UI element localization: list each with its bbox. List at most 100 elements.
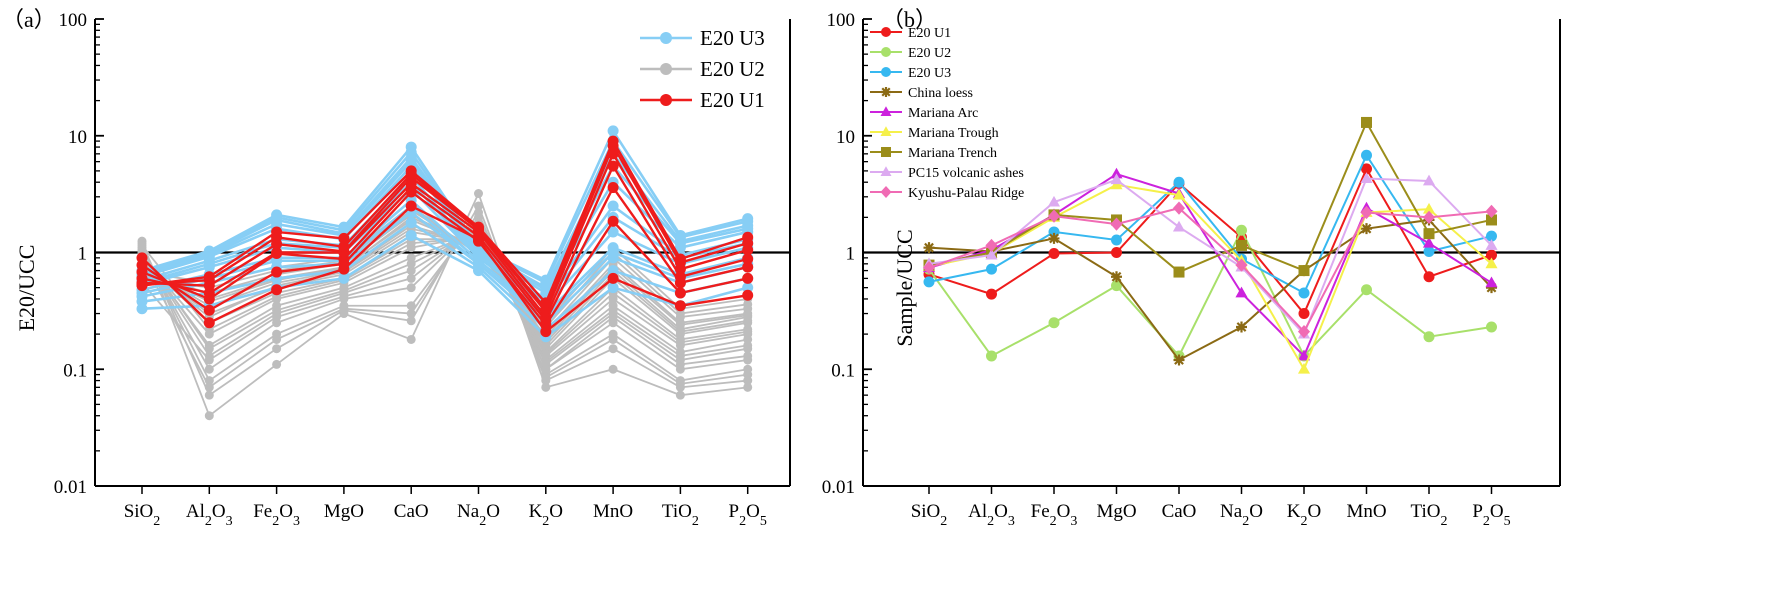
panel-b-legend-swatch-marker	[881, 47, 891, 57]
panel-b-data-point	[1486, 321, 1497, 333]
panel-b-data-point	[923, 242, 935, 254]
panel-b-data-point	[1361, 284, 1372, 296]
panel-a-data-point	[204, 390, 214, 400]
panel-a-label: （a）	[2, 7, 56, 32]
panel-b-data-point	[1048, 232, 1060, 244]
panel-b-legend-label: PC15 volcanic ashes	[908, 166, 1024, 181]
panel-a-data-point	[541, 382, 551, 392]
panel-a-data-point	[608, 364, 618, 374]
panel-a-data-point	[608, 344, 618, 354]
panel-b-series-line	[928, 183, 1493, 372]
panel-b-data-point	[1298, 308, 1310, 320]
panel-a-data-point	[474, 208, 483, 218]
panel-a-data-point	[608, 305, 618, 315]
panel-a-data-point	[339, 286, 349, 296]
panel-a-data-point	[204, 344, 214, 354]
panel-a-data-point	[607, 125, 619, 137]
panel-b-data-point	[1173, 354, 1185, 366]
panel-b-data-point	[1485, 239, 1498, 250]
panel-b-ylabel: Sample/UCC	[892, 229, 917, 346]
panel-a-data-point	[405, 229, 417, 241]
panel-b-x-tick-label: Fe2O3	[1031, 501, 1078, 529]
panel-a-data-point	[271, 266, 283, 278]
panel-a-x-tick-label: TiO2	[662, 501, 699, 529]
panel-a-data-point	[406, 334, 416, 344]
panel-a-series-line	[141, 227, 748, 366]
panel-a-data-point	[473, 221, 484, 233]
panel-a-data-point	[743, 351, 753, 361]
panel-a-data-point	[338, 224, 350, 236]
panel-a-x-tick-label: Na2O	[457, 501, 500, 529]
panel-a-data-point	[674, 253, 686, 265]
panel-a-data-point	[338, 272, 350, 284]
panel-a-series-line	[141, 221, 748, 371]
panel-a-series-line	[141, 210, 748, 389]
panel-b-legend: E20 U1 E20 U2 E20 U3 China loess Mariana Arc…	[870, 26, 1024, 201]
panel-a-data-point	[203, 247, 215, 258]
panel-a-data-point	[204, 411, 214, 421]
panel-b-data-point	[1110, 173, 1123, 185]
panel-a-legend-swatch-marker	[660, 32, 672, 44]
panel-a-data-point	[675, 337, 685, 347]
panel-a-data-point	[742, 282, 754, 294]
panel-a-data-point	[405, 146, 417, 158]
panel-b-chart: （b） Sample/UCC 0.01 0.1 1 10 100 SiO2 Al2O3 Fe2…	[822, 7, 1561, 529]
panel-b-data-point	[1297, 362, 1311, 374]
panel-b-legend-swatch-marker	[880, 186, 892, 198]
panel-a-data-point	[204, 364, 214, 374]
panel-a-data-point	[608, 312, 618, 322]
panel-a-data-point	[406, 266, 416, 276]
panel-b-series-line	[928, 218, 1493, 362]
panel-a-data-point	[406, 273, 416, 283]
panel-b-legend-label: China loess	[908, 86, 973, 101]
panel-a-legend-swatch-marker	[660, 94, 672, 106]
panel-a-x-tick-label: MnO	[593, 501, 633, 522]
panel-a-data-point	[406, 301, 416, 311]
panel-b-data-point	[1297, 349, 1311, 361]
panel-a-series-line	[141, 204, 748, 319]
panel-b-x-tick-label: CaO	[1162, 501, 1197, 522]
panel-b-legend-swatch-marker	[881, 27, 891, 37]
panel-b-legend-swatch-marker	[880, 166, 892, 176]
panel-a-series-line	[141, 221, 748, 332]
panel-a-y-tick-label: 0.1	[63, 360, 87, 381]
panel-a-data-point	[203, 317, 215, 329]
panel-b-data-point	[1172, 201, 1186, 215]
panel-a-data-point	[607, 272, 619, 284]
panel-a-series-line	[141, 204, 748, 334]
panel-a-data-point	[607, 247, 619, 258]
panel-a-data-point	[607, 265, 619, 277]
panel-b-data-point	[1422, 202, 1436, 214]
panel-a-data-point	[136, 280, 148, 292]
panel-a-data-point	[742, 289, 754, 301]
panel-b-data-point	[1361, 163, 1372, 175]
panel-b-data-point	[1423, 271, 1435, 283]
panel-a-data-point	[474, 189, 483, 199]
panel-a-data-point	[204, 382, 214, 392]
panel-a-legend-label: E20 U3	[700, 26, 765, 50]
panel-a-data-point	[405, 156, 417, 168]
panel-b-data-point	[986, 350, 997, 362]
panel-a-series-line	[141, 191, 748, 418]
panel-b-x-tick-label: Na2O	[1220, 501, 1263, 529]
panel-b-data-point	[1111, 271, 1122, 283]
panel-a-data-point	[742, 215, 754, 227]
panel-b-series-line	[928, 120, 1492, 274]
panel-a-data-point	[271, 211, 283, 223]
panel-a-x-tick-label: MgO	[324, 501, 364, 522]
panel-a-data-point	[406, 238, 416, 248]
panel-a-data-point	[608, 334, 618, 344]
panel-a-y-tick-label: 100	[59, 10, 88, 31]
panel-b-data-point	[1173, 176, 1185, 188]
panel-a-data-point	[541, 357, 551, 367]
panel-b-data-point	[1423, 331, 1435, 343]
panel-a-data-point	[406, 309, 416, 319]
panel-b-data-point	[1172, 188, 1186, 200]
panel-b-data-point	[1047, 209, 1061, 223]
panel-b-data-point	[1485, 276, 1498, 288]
panel-a-data-point	[204, 355, 214, 365]
panel-a-series-line	[141, 143, 749, 311]
panel-b-y-tick-label: 1	[846, 244, 856, 265]
panel-b-series-line	[928, 207, 1492, 334]
panel-b-legend-swatch-marker	[881, 147, 891, 157]
